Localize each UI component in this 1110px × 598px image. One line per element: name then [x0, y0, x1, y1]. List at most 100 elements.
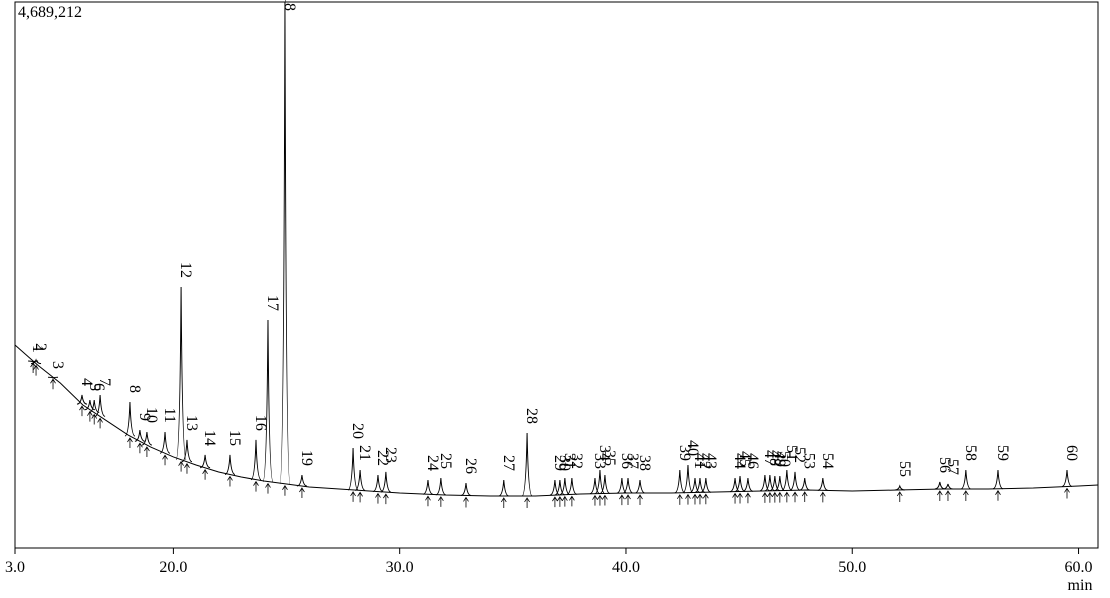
- peak-marker: [524, 497, 530, 508]
- peak-marker: [87, 410, 93, 422]
- x-tick-label: 30.0: [386, 559, 414, 576]
- peak-marker: [79, 405, 85, 417]
- peak-marker: [697, 493, 703, 505]
- peak: [498, 479, 509, 497]
- peak-marker: [732, 492, 738, 504]
- peak-label: 53: [801, 453, 818, 469]
- peak-label: 46: [744, 453, 761, 469]
- peak-marker: [350, 491, 356, 502]
- peak-marker: [819, 491, 826, 503]
- peak: [124, 401, 136, 437]
- peak: [817, 477, 828, 491]
- peak: [549, 479, 561, 496]
- peak: [94, 394, 106, 417]
- peak-label: 2: [32, 343, 49, 351]
- peak-label: 8: [126, 385, 143, 393]
- peak: [181, 439, 193, 463]
- peak: [700, 477, 711, 493]
- peak-marker: [425, 495, 431, 507]
- peak-label: 19: [298, 450, 315, 466]
- peak: [199, 454, 211, 469]
- peak: [942, 483, 954, 490]
- peak: [175, 287, 187, 461]
- peak-marker: [357, 491, 363, 503]
- peak: [934, 481, 945, 490]
- peak-marker: [202, 469, 208, 480]
- peak: [48, 376, 59, 379]
- peak: [789, 471, 801, 491]
- peak: [682, 464, 694, 494]
- peak: [799, 477, 810, 491]
- peak: [380, 471, 392, 493]
- peak-marker: [762, 492, 768, 503]
- peak-marker: [184, 463, 190, 474]
- peak-label: 49: [771, 451, 788, 467]
- peak-label: 35: [601, 450, 618, 466]
- peak-label: 56: [936, 457, 953, 473]
- peak-label: 31: [561, 453, 578, 469]
- peak: [250, 439, 262, 481]
- peak-label: 30: [556, 455, 573, 471]
- peak-label: 39: [676, 445, 693, 461]
- peak-marker: [703, 493, 709, 505]
- peak-marker: [685, 493, 691, 505]
- peak-label: 47: [761, 450, 778, 466]
- peak-label: 27: [500, 455, 517, 471]
- peak-marker: [692, 493, 698, 505]
- peak-label: 3: [49, 361, 66, 369]
- peak-label: 54: [819, 453, 836, 469]
- peak-label: 5: [86, 383, 103, 391]
- peak: [960, 469, 971, 490]
- peak-label: 22: [374, 450, 391, 466]
- peak-marker: [463, 496, 469, 508]
- peak-marker: [995, 490, 1001, 501]
- peak-label: 34: [596, 445, 613, 461]
- peak: [31, 358, 42, 365]
- peak-label: 14: [201, 430, 218, 446]
- x-axis-label: min: [1068, 577, 1093, 594]
- peak-marker: [375, 492, 381, 504]
- peak: [422, 479, 434, 495]
- peak: [634, 479, 646, 494]
- peak-label: 60: [1063, 445, 1080, 461]
- peak-marker: [265, 482, 271, 494]
- peak-marker: [552, 496, 558, 508]
- peak-label: 23: [382, 447, 399, 463]
- peak: [589, 477, 601, 495]
- peak: [296, 474, 308, 487]
- peak: [729, 477, 741, 493]
- peak-marker: [438, 496, 444, 507]
- peak: [279, 2, 291, 485]
- peak-marker: [178, 460, 184, 472]
- peak: [622, 477, 634, 494]
- peak: [1061, 469, 1073, 487]
- peak-marker: [1064, 487, 1070, 499]
- peak: [781, 469, 793, 491]
- peak-label: 43: [702, 453, 719, 469]
- peak: [354, 469, 366, 491]
- peak-marker: [745, 492, 751, 504]
- peak-marker: [227, 475, 233, 487]
- peak: [372, 474, 384, 493]
- peak-label: 44: [731, 453, 748, 469]
- peak-marker: [945, 490, 951, 501]
- peak-label: 57: [944, 459, 961, 475]
- peak-marker: [383, 493, 389, 505]
- peak-label: 6: [90, 383, 107, 391]
- peak-marker: [737, 492, 743, 504]
- peak: [894, 484, 905, 491]
- x-tick-label: 3.0: [5, 559, 25, 576]
- peak-marker: [137, 442, 143, 454]
- peak-marker: [767, 492, 773, 503]
- peak-marker: [896, 491, 903, 502]
- peak-label: 20: [349, 423, 366, 439]
- peak-marker: [676, 494, 683, 505]
- peak: [599, 474, 611, 494]
- peak-marker: [282, 485, 288, 496]
- peak: [159, 431, 171, 454]
- peak-label: 24: [424, 455, 441, 471]
- peak-marker: [637, 494, 643, 506]
- peak: [134, 429, 145, 442]
- peak: [566, 477, 578, 495]
